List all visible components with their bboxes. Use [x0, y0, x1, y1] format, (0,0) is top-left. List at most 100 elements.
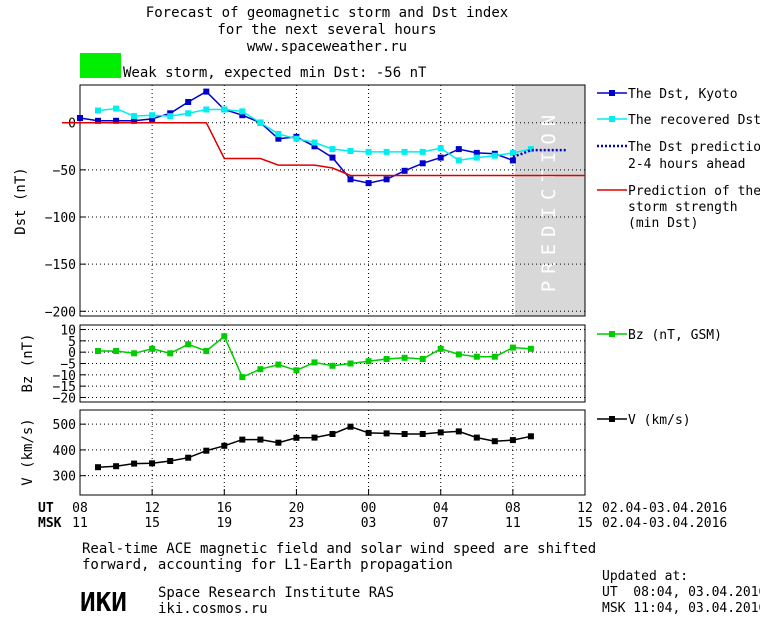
- data-point: [257, 436, 264, 443]
- data-point: [221, 106, 228, 113]
- data-point: [329, 431, 336, 437]
- msk-tick-label: 03: [361, 516, 377, 531]
- data-point: [365, 180, 372, 187]
- data-point: [401, 148, 408, 155]
- data-point: [365, 429, 372, 436]
- updated-ut: UT 08:04, 03.04.2016: [602, 585, 760, 600]
- series-line-v-km-s-: [97, 425, 532, 468]
- legend-storm-strength: Prediction of the storm strength (min Ds…: [597, 184, 760, 231]
- data-point: [203, 447, 210, 454]
- ut-axis-label: UT: [38, 501, 54, 516]
- ut-tick-label: 12: [577, 501, 593, 516]
- data-point: [311, 143, 318, 150]
- data-point: [473, 154, 480, 161]
- data-point: [437, 345, 444, 352]
- legend-storm-strength-line-1: Prediction of the: [628, 184, 760, 199]
- data-point: [113, 463, 120, 470]
- data-point: [365, 358, 372, 365]
- data-point: [509, 344, 516, 351]
- ut-tick-label: 08: [72, 501, 88, 516]
- institute-site[interactable]: iki.cosmos.ru: [158, 601, 268, 617]
- data-point: [113, 117, 120, 124]
- y-tick-label: 10: [60, 324, 76, 339]
- title-line-1: Forecast of geomagnetic storm and Dst in…: [146, 5, 508, 21]
- legend-v-label: V (km/s): [628, 413, 691, 428]
- series-line-bz-nt-gsm-: [98, 335, 531, 379]
- ut-tick-label: 16: [216, 501, 232, 516]
- data-point: [347, 148, 354, 154]
- data-point: [131, 460, 138, 467]
- data-point: [311, 359, 318, 366]
- data-point: [113, 348, 120, 354]
- dst-gridlines: [80, 85, 585, 316]
- data-point: [401, 167, 408, 174]
- data-point: [167, 113, 174, 120]
- data-point: [383, 356, 390, 362]
- msk-tick-label: 11: [72, 516, 88, 531]
- data-point: [185, 454, 192, 461]
- msk-tick-label: 11: [505, 516, 521, 531]
- data-point: [239, 436, 246, 443]
- data-point: [131, 113, 138, 120]
- data-point: [239, 108, 246, 115]
- data-point: [473, 353, 480, 360]
- msk-tick-label: 15: [144, 516, 160, 531]
- data-point: [329, 146, 336, 153]
- data-point: [149, 345, 156, 352]
- data-point: [347, 360, 354, 367]
- y-tick-label: −100: [45, 211, 76, 226]
- v-y-ticks: 300 400 500: [53, 418, 86, 485]
- updated-msk: MSK 11:04, 03.04.2016: [602, 601, 760, 616]
- data-point: [401, 431, 408, 437]
- title-line-3[interactable]: www.spaceweather.ru: [247, 39, 407, 55]
- data-point: [383, 176, 390, 183]
- y-tick-label: −20: [53, 391, 76, 406]
- legend-dst-kyoto: The Dst, Kyoto: [597, 87, 738, 102]
- y-tick-label: 5: [68, 335, 76, 350]
- data-point: [509, 437, 516, 444]
- msk-axis-label: MSK: [38, 516, 62, 531]
- data-point: [275, 131, 282, 137]
- data-point: [275, 439, 282, 446]
- data-point: [293, 367, 300, 374]
- legend-dst-prediction: The Dst prediction 2-4 hours ahead: [597, 140, 760, 172]
- prediction-band-label: PREDICTION: [538, 108, 560, 292]
- data-point: [329, 362, 336, 369]
- data-point: [185, 341, 192, 348]
- data-point: [527, 433, 534, 440]
- y-tick-label: 300: [53, 470, 76, 485]
- ut-tick-label: 12: [144, 501, 160, 516]
- data-point: [221, 333, 228, 340]
- data-point: [437, 429, 444, 436]
- ut-tick-label: 08: [505, 501, 521, 516]
- data-point: [77, 115, 83, 121]
- dst-series: [62, 88, 585, 187]
- data-point: [419, 356, 426, 362]
- data-point: [239, 374, 246, 381]
- data-point: [95, 464, 101, 471]
- legend-dst-prediction-line-1: The Dst prediction: [628, 140, 760, 155]
- data-point: [347, 176, 354, 183]
- data-point: [275, 135, 282, 142]
- storm-level-swatch: [80, 53, 121, 78]
- data-point: [131, 350, 138, 357]
- data-point: [455, 351, 462, 358]
- y-tick-label: −200: [45, 305, 76, 320]
- data-point: [455, 146, 462, 153]
- data-point: [95, 348, 101, 354]
- y-tick-label: −10: [53, 369, 76, 384]
- ut-date-range: 02.04-03.04.2016: [602, 501, 727, 516]
- data-point: [455, 157, 462, 164]
- y-tick-label: −150: [45, 258, 76, 273]
- data-point: [419, 160, 426, 167]
- institute-name: Space Research Institute RAS: [158, 585, 394, 601]
- legend-storm-strength-line-2: storm strength: [628, 200, 738, 215]
- data-point: [185, 110, 192, 117]
- y-tick-label: 500: [53, 418, 76, 433]
- data-point: [527, 146, 534, 153]
- legend-bz-label: Bz (nT, GSM): [628, 328, 722, 343]
- dst-panel-frame: [79, 84, 586, 317]
